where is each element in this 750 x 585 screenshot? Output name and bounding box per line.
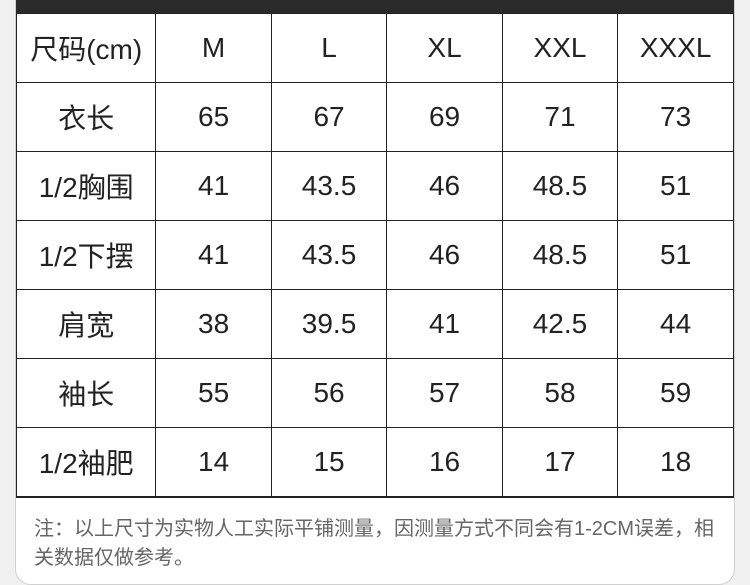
row-label: 1/2胸围 [17, 152, 156, 221]
table-cell: 44 [618, 290, 734, 359]
table-cell: 51 [618, 152, 734, 221]
table-cell: 71 [502, 83, 618, 152]
table-cell: 16 [387, 428, 502, 497]
table-cell: 56 [271, 359, 387, 428]
table-row: 1/2胸围 41 43.5 46 48.5 51 [17, 152, 734, 221]
table-cell: 59 [618, 359, 734, 428]
row-label: 衣长 [17, 83, 156, 152]
row-label: 1/2袖肥 [17, 428, 156, 497]
table-cell: 15 [271, 428, 387, 497]
table-cell: 58 [502, 359, 618, 428]
row-label: 肩宽 [17, 290, 156, 359]
card-title: 上衣尺码 [16, 0, 734, 13]
col-header: M [156, 14, 271, 83]
table-cell: 41 [156, 221, 271, 290]
table-cell: 65 [156, 83, 271, 152]
table-cell: 41 [387, 290, 502, 359]
col-header: XL [387, 14, 502, 83]
table-cell: 57 [387, 359, 502, 428]
table-cell: 39.5 [271, 290, 387, 359]
table-cell: 51 [618, 221, 734, 290]
table-cell: 69 [387, 83, 502, 152]
table-row: 1/2袖肥 14 15 16 17 18 [17, 428, 734, 497]
table-row: 1/2下摆 41 43.5 46 48.5 51 [17, 221, 734, 290]
table-header-row: 尺码(cm) M L XL XXL XXXL [17, 14, 734, 83]
table-cell: 48.5 [502, 152, 618, 221]
table-cell: 14 [156, 428, 271, 497]
table-cell: 46 [387, 221, 502, 290]
table-cell: 48.5 [502, 221, 618, 290]
col-header: XXXL [618, 14, 734, 83]
table-cell: 18 [618, 428, 734, 497]
size-table: 尺码(cm) M L XL XXL XXXL 衣长 65 67 69 71 73… [16, 13, 734, 497]
table-cell: 42.5 [502, 290, 618, 359]
table-cell: 43.5 [271, 152, 387, 221]
table-row: 衣长 65 67 69 71 73 [17, 83, 734, 152]
table-body: 衣长 65 67 69 71 73 1/2胸围 41 43.5 46 48.5 … [17, 83, 734, 497]
table-cell: 55 [156, 359, 271, 428]
size-chart-card: 上衣尺码 尺码(cm) M L XL XXL XXXL 衣长 65 67 69 … [15, 0, 735, 585]
col-header: XXL [502, 14, 618, 83]
footnote: 注：以上尺寸为实物人工实际平铺测量，因测量方式不同会有1-2CM误差，相关数据仅… [16, 497, 734, 584]
col-header: L [271, 14, 387, 83]
table-row: 袖长 55 56 57 58 59 [17, 359, 734, 428]
table-cell: 67 [271, 83, 387, 152]
table-row: 肩宽 38 39.5 41 42.5 44 [17, 290, 734, 359]
table-cell: 43.5 [271, 221, 387, 290]
row-label: 1/2下摆 [17, 221, 156, 290]
table-cell: 46 [387, 152, 502, 221]
table-cell: 17 [502, 428, 618, 497]
table-cell: 73 [618, 83, 734, 152]
row-label: 袖长 [17, 359, 156, 428]
table-cell: 41 [156, 152, 271, 221]
table-cell: 38 [156, 290, 271, 359]
col-header: 尺码(cm) [17, 14, 156, 83]
